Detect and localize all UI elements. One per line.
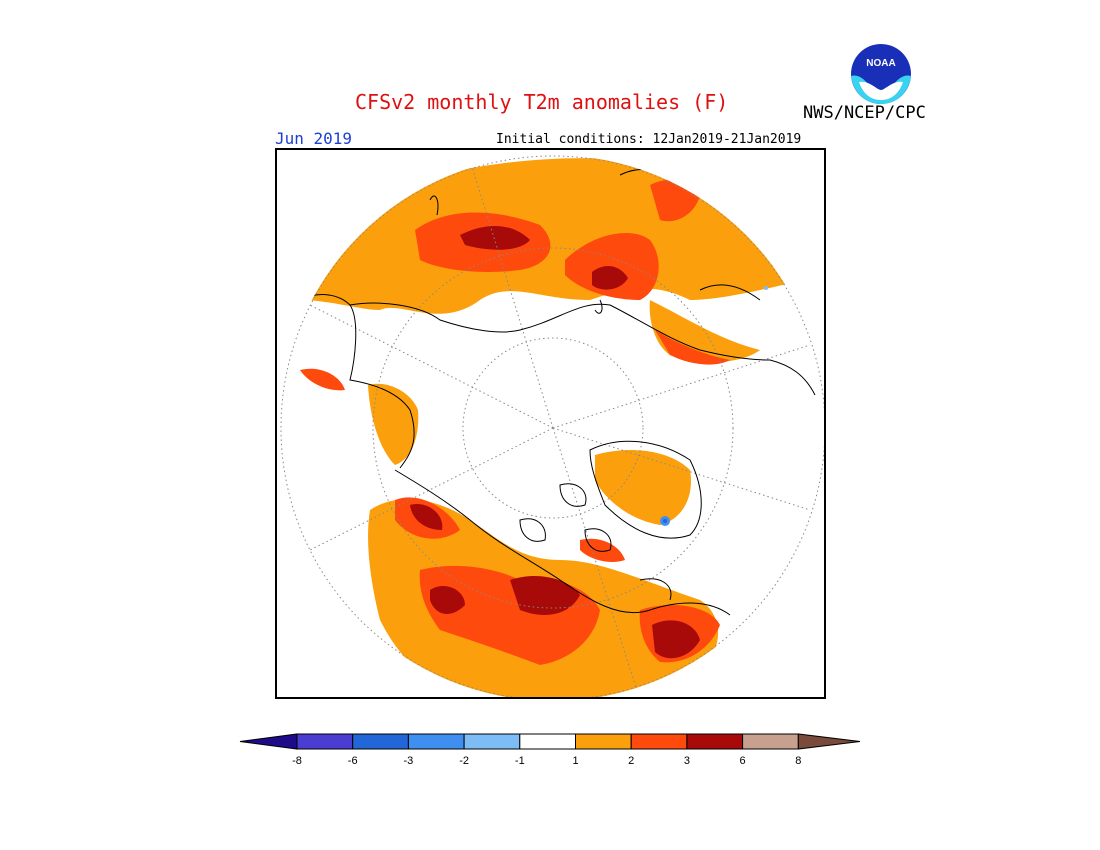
colorbar-swatch [463, 733, 521, 750]
colorbar-swatch [575, 733, 632, 750]
colorbar-tick-label: 3 [684, 755, 690, 767]
colorbar-tick-label: -6 [348, 755, 358, 767]
colorbar-swatch [742, 733, 799, 750]
colorbar-tick-label: -2 [459, 755, 469, 767]
month-label: Jun 2019 [275, 129, 353, 148]
colorbar-swatch [630, 733, 688, 750]
initial-conditions-label: Initial conditions: 12Jan2019-21Jan2019 [496, 132, 802, 147]
colorbar-tick-label: 6 [740, 755, 746, 767]
colorbar-swatch [296, 733, 354, 750]
colorbar-tick-label: -3 [404, 755, 414, 767]
colorbar-swatch [352, 733, 409, 750]
colorbar-swatch [686, 733, 744, 750]
colorbar-tick-label: 8 [795, 755, 801, 767]
map-frame [275, 148, 826, 699]
graticule [280, 155, 825, 698]
chart-title: CFSv2 monthly T2m anomalies (F) [355, 90, 729, 114]
colorbar-tick-label: -8 [292, 755, 302, 767]
colorbar-arrow-high [797, 733, 861, 750]
anomaly-field [280, 155, 825, 698]
colorbar-tick-label: 1 [572, 755, 578, 767]
noaa-logo: NOAA [851, 44, 911, 104]
colorbar-tick-label: 2 [628, 755, 634, 767]
colorbar-arrow-low [239, 733, 298, 750]
colorbar-tick-label: -1 [515, 755, 525, 767]
colorbar-swatch [519, 733, 576, 750]
logo-text: NOAA [866, 58, 895, 69]
agency-label: NWS/NCEP/CPC [803, 103, 926, 123]
coastlines [299, 169, 816, 616]
colorbar-swatch [407, 733, 465, 750]
